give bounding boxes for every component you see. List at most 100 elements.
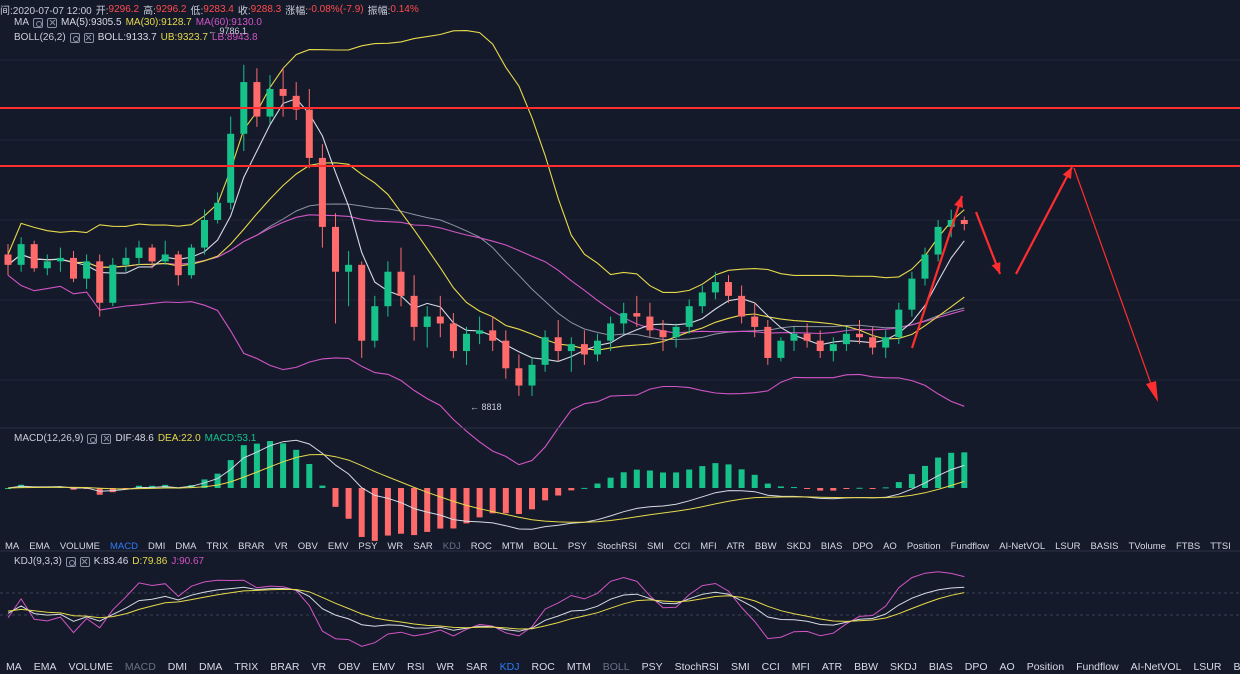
tab-obv[interactable]: OBV (338, 661, 361, 673)
ohlc-header: 间:2020-07-07 12:00 开: 9296.2 高: 9296.2 低: 9… (0, 2, 419, 17)
tab-brar[interactable]: BRAR (270, 661, 300, 673)
tab-dpo[interactable]: DPO (964, 661, 988, 673)
tab-mtm[interactable]: MTM (566, 661, 591, 673)
tab-ai-netvol[interactable]: AI-NetVOL (1130, 661, 1182, 673)
tab-ttsi[interactable]: TTSI (1210, 540, 1231, 552)
tab-mtm[interactable]: MTM (501, 540, 524, 552)
tab-bias[interactable]: BIAS (928, 661, 953, 673)
tab-mfi[interactable]: MFI (700, 540, 717, 552)
drawn-arrows (910, 166, 1158, 402)
gear-icon[interactable] (33, 17, 43, 28)
tab-fundflow[interactable]: Fundflow (1076, 661, 1119, 673)
candle-body-7 (96, 261, 104, 303)
tab-trix[interactable]: TRIX (234, 661, 259, 673)
tab-sar[interactable]: SAR (413, 540, 433, 552)
change-label: 涨幅: (285, 6, 309, 17)
tab-obv[interactable]: OBV (297, 540, 318, 552)
macd-bar-63 (830, 488, 837, 491)
tab-ema[interactable]: EMA (29, 540, 50, 552)
tab-ai-netvol[interactable]: AI-NetVOL (999, 540, 1046, 552)
tab-wr[interactable]: WR (387, 540, 404, 552)
tab-ema[interactable]: EMA (33, 661, 57, 673)
gear-icon[interactable] (69, 32, 80, 43)
candle-body-21 (279, 88, 287, 96)
candle-body-0 (4, 254, 12, 265)
tab-position[interactable]: Position (906, 540, 941, 552)
arrow-up-1-shaft (910, 195, 964, 349)
tab-sar[interactable]: SAR (466, 661, 488, 673)
tab-atr[interactable]: ATR (726, 540, 745, 552)
tab-macd[interactable]: MACD (124, 661, 156, 673)
tab-stochrsi[interactable]: StochRSI (596, 540, 637, 552)
close-icon[interactable] (101, 433, 112, 444)
tab-fundflow[interactable]: Fundflow (950, 540, 990, 552)
tab-skdj[interactable]: SKDJ (786, 540, 811, 552)
tab-skdj[interactable]: SKDJ (889, 661, 917, 673)
tab-bbw[interactable]: BBW (754, 540, 777, 552)
tab-dmi[interactable]: DMI (167, 661, 188, 673)
macd-bar-62 (817, 488, 824, 491)
tab-wr[interactable]: WR (436, 661, 455, 673)
tab-atr[interactable]: ATR (821, 661, 843, 673)
tab-roc[interactable]: ROC (531, 661, 555, 673)
tab-vr[interactable]: VR (311, 661, 327, 673)
tab-emv[interactable]: EMV (372, 661, 396, 673)
tab-brar[interactable]: BRAR (238, 540, 265, 552)
tab-mfi[interactable]: MFI (791, 661, 810, 673)
candle-body-9 (122, 257, 130, 265)
boll-ub-value: UB:9323.7 (160, 32, 208, 43)
tab-ao[interactable]: AO (999, 661, 1015, 673)
macd-bar-5 (70, 488, 77, 490)
tab-macd[interactable]: MACD (109, 540, 138, 552)
tab-rsi[interactable]: RSI (407, 661, 425, 673)
tab-dma[interactable]: DMA (199, 661, 223, 673)
tab-roc[interactable]: ROC (470, 540, 492, 552)
close-icon[interactable] (79, 556, 90, 567)
tab-emv[interactable]: EMV (327, 540, 349, 552)
gear-icon[interactable] (65, 556, 76, 567)
tab-volume[interactable]: VOLUME (59, 540, 100, 552)
tab-ma[interactable]: MA (6, 661, 22, 673)
tab-psy[interactable]: PSY (641, 661, 663, 673)
candle-68 (895, 302, 903, 345)
tab-vr[interactable]: VR (274, 540, 288, 552)
candle-body-36 (476, 330, 484, 334)
tab-bias[interactable]: BIAS (820, 540, 843, 552)
tab-position[interactable]: Position (1026, 661, 1065, 673)
tab-lsur[interactable]: LSUR (1193, 661, 1222, 673)
tab-boll[interactable]: BOLL (533, 540, 558, 552)
tab-stochrsi[interactable]: StochRSI (674, 661, 719, 673)
gear-icon[interactable] (87, 433, 98, 444)
tab-kdj[interactable]: KDJ (499, 661, 520, 673)
tab-tvolume[interactable]: TVolume (1128, 540, 1166, 552)
tab-dpo[interactable]: DPO (852, 540, 874, 552)
tab-cci[interactable]: CCI (673, 540, 691, 552)
tab-dma[interactable]: DMA (175, 540, 197, 552)
candle-41 (541, 330, 549, 372)
candle-72 (947, 209, 955, 238)
candle-body-5 (70, 257, 77, 279)
tab-boll[interactable]: BOLL (602, 661, 630, 673)
tab-basis[interactable]: BASIS (1233, 661, 1240, 673)
tab-ao[interactable]: AO (883, 540, 897, 552)
tab-psy[interactable]: PSY (567, 540, 587, 552)
tab-kdj[interactable]: KDJ (442, 540, 461, 552)
tab-ftbs[interactable]: FTBS (1175, 540, 1201, 552)
candle-46 (607, 316, 615, 352)
close-icon[interactable] (83, 32, 94, 43)
tab-psy[interactable]: PSY (358, 540, 378, 552)
tab-dmi[interactable]: DMI (147, 540, 166, 552)
close-icon[interactable] (47, 17, 57, 28)
tab-cci[interactable]: CCI (761, 661, 780, 673)
tab-ttmu[interactable]: TTMU (1236, 541, 1240, 552)
tab-bbw[interactable]: BBW (854, 661, 878, 673)
tab-trix[interactable]: TRIX (206, 540, 229, 552)
tab-basis[interactable]: BASIS (1090, 540, 1119, 552)
tab-volume[interactable]: VOLUME (68, 661, 113, 673)
tab-lsur[interactable]: LSUR (1055, 540, 1081, 552)
ma-legend: MA MA(5):9305.5 MA(30):9128.7 MA(60):913… (14, 17, 262, 28)
tab-smi[interactable]: SMI (646, 540, 664, 552)
tab-ma[interactable]: MA (5, 540, 20, 552)
tab-smi[interactable]: SMI (730, 661, 750, 673)
